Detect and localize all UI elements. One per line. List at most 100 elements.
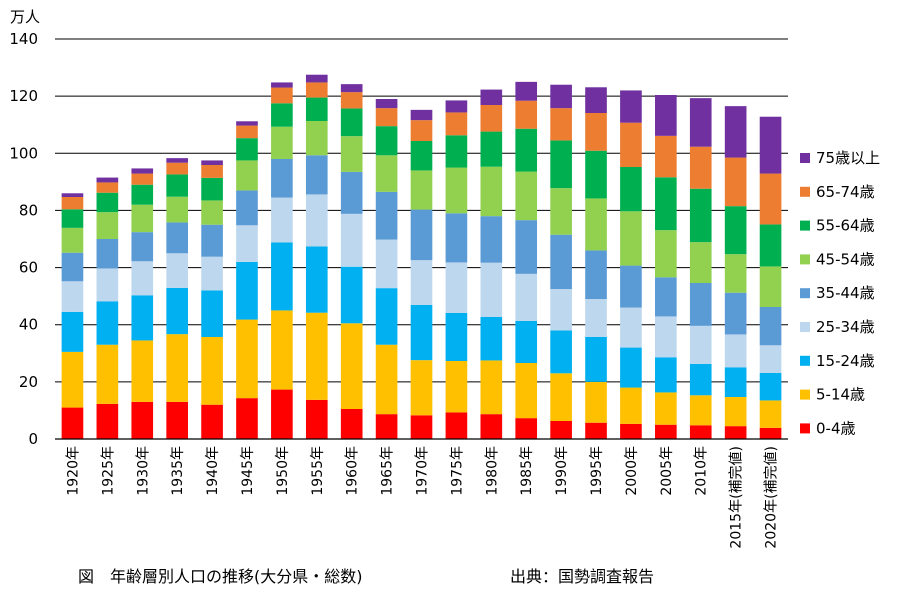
legend-label: 0-4歳 xyxy=(816,419,856,437)
bar-segment-45-54歳 xyxy=(550,188,572,235)
y-tick-label: 100 xyxy=(9,144,38,162)
bar-segment-0-4歳 xyxy=(201,404,223,439)
bar-segment-15-24歳 xyxy=(515,321,538,363)
bar-segment-75歳以上 xyxy=(724,106,747,158)
bar-segment-15-24歳 xyxy=(96,301,119,345)
bar-segment-25-34歳 xyxy=(61,281,84,312)
bar-segment-45-54歳 xyxy=(655,230,677,278)
bar-segment-5-14歳 xyxy=(340,323,363,409)
bar-segment-45-54歳 xyxy=(96,212,119,239)
bar-segment-75歳以上 xyxy=(305,74,328,83)
bar-segment-35-44歳 xyxy=(585,250,607,299)
bar-segment-55-64歳 xyxy=(305,97,328,121)
bar-segment-5-14歳 xyxy=(445,361,468,413)
x-tick-label: 1965年 xyxy=(380,446,396,496)
legend-swatch xyxy=(800,389,810,400)
bar-segment-0-4歳 xyxy=(724,426,747,439)
x-tick-label: 1985年 xyxy=(519,446,535,496)
legend-label: 35-44歳 xyxy=(816,284,875,302)
bar-segment-35-44歳 xyxy=(445,213,468,263)
bar-segment-5-14歳 xyxy=(236,319,258,399)
y-tick-label: 80 xyxy=(19,201,38,219)
bar-segment-75歳以上 xyxy=(410,109,433,121)
y-tick-label: 40 xyxy=(19,316,38,334)
x-tick-label: 1980年 xyxy=(484,446,500,496)
bar-segment-25-34歳 xyxy=(620,307,642,348)
x-tick-label: 1960年 xyxy=(345,446,361,496)
bar-segment-5-14歳 xyxy=(515,363,538,419)
bar-segment-5-14歳 xyxy=(620,387,642,424)
bar-segment-75歳以上 xyxy=(96,177,119,183)
x-tick-label: 1950年 xyxy=(275,446,291,496)
y-tick-label: 120 xyxy=(9,87,38,105)
bar-segment-5-14歳 xyxy=(480,360,503,415)
y-axis-ticks: 0 20 40 60 80 100 120 140 xyxy=(9,30,38,448)
bar-segment-0-4歳 xyxy=(375,414,398,439)
bar-segment-0-4歳 xyxy=(620,423,642,439)
bar-segment-45-54歳 xyxy=(689,242,712,283)
x-tick-label: 1920年 xyxy=(65,446,81,496)
bar-segment-35-44歳 xyxy=(480,216,503,263)
bar-segment-75歳以上 xyxy=(620,90,642,123)
bar-segment-65-74歳 xyxy=(620,122,642,167)
bar-segment-35-44歳 xyxy=(131,232,154,262)
x-tick-label: 1930年 xyxy=(135,446,151,496)
bar-segment-45-54歳 xyxy=(480,166,503,217)
bar-segment-45-54歳 xyxy=(305,121,328,156)
bar-segment-65-74歳 xyxy=(480,105,503,132)
legend-swatch xyxy=(800,355,810,366)
bar-segment-55-64歳 xyxy=(689,188,712,243)
x-tick-label: 2010年 xyxy=(694,446,710,496)
bar-segment-0-4歳 xyxy=(410,415,433,439)
bar-segment-65-74歳 xyxy=(550,108,572,141)
bar-segment-65-74歳 xyxy=(271,87,293,104)
bar-segment-35-44歳 xyxy=(620,265,642,308)
y-tick-label: 0 xyxy=(28,430,38,448)
bar-segment-65-74歳 xyxy=(410,120,433,141)
x-tick-label: 1970年 xyxy=(415,446,431,496)
bar-segment-25-34歳 xyxy=(236,225,258,262)
bar-segment-55-64歳 xyxy=(445,135,468,168)
bar-segment-45-54歳 xyxy=(620,211,642,266)
bar-segment-15-24歳 xyxy=(131,295,154,341)
legend-swatch xyxy=(800,254,810,265)
bar-segment-45-54歳 xyxy=(585,198,607,251)
bar-segment-5-14歳 xyxy=(61,351,84,408)
bar-segment-35-44歳 xyxy=(96,239,119,269)
y-tick-label: 20 xyxy=(19,373,38,391)
bar-segment-75歳以上 xyxy=(655,95,677,136)
bar-segment-75歳以上 xyxy=(550,84,572,109)
x-tick-label: 1955年 xyxy=(310,446,326,496)
bar-segment-65-74歳 xyxy=(166,162,188,175)
bar-segment-0-4歳 xyxy=(166,401,188,439)
bar-segment-5-14歳 xyxy=(271,310,293,390)
bar-segment-35-44歳 xyxy=(410,209,433,261)
legend-swatch xyxy=(800,288,810,299)
bar-segment-35-44歳 xyxy=(271,159,293,198)
bar-segment-75歳以上 xyxy=(480,89,503,105)
bar-segment-25-34歳 xyxy=(480,262,503,317)
bar-segment-35-44歳 xyxy=(515,220,538,274)
bar-segment-55-64歳 xyxy=(166,174,188,197)
bar-segment-35-44歳 xyxy=(236,190,258,226)
y-tick-label: 140 xyxy=(9,30,38,48)
bar-segment-75歳以上 xyxy=(340,84,363,93)
bar-segment-5-14歳 xyxy=(166,334,188,402)
figure-caption: 図 年齢層別人口の推移(大分県・総数) xyxy=(78,567,363,586)
bar-segment-65-74歳 xyxy=(759,173,782,225)
bar-segment-45-54歳 xyxy=(61,227,84,253)
bar-segment-15-24歳 xyxy=(445,313,468,361)
bar-segment-0-4歳 xyxy=(585,422,607,439)
bar-segment-55-64歳 xyxy=(480,131,503,167)
bar-segment-55-64歳 xyxy=(340,108,363,137)
bar-segment-0-4歳 xyxy=(61,407,84,439)
bar-segment-0-4歳 xyxy=(340,409,363,439)
bar-segment-45-54歳 xyxy=(375,155,398,192)
bar-segment-65-74歳 xyxy=(61,197,84,210)
bar-segment-0-4歳 xyxy=(305,399,328,439)
bar-segment-65-74歳 xyxy=(201,165,223,178)
bar-segment-45-54歳 xyxy=(724,254,747,293)
bar-segment-0-4歳 xyxy=(445,412,468,439)
bar-segment-15-24歳 xyxy=(410,305,433,361)
bar-segment-5-14歳 xyxy=(759,400,782,428)
